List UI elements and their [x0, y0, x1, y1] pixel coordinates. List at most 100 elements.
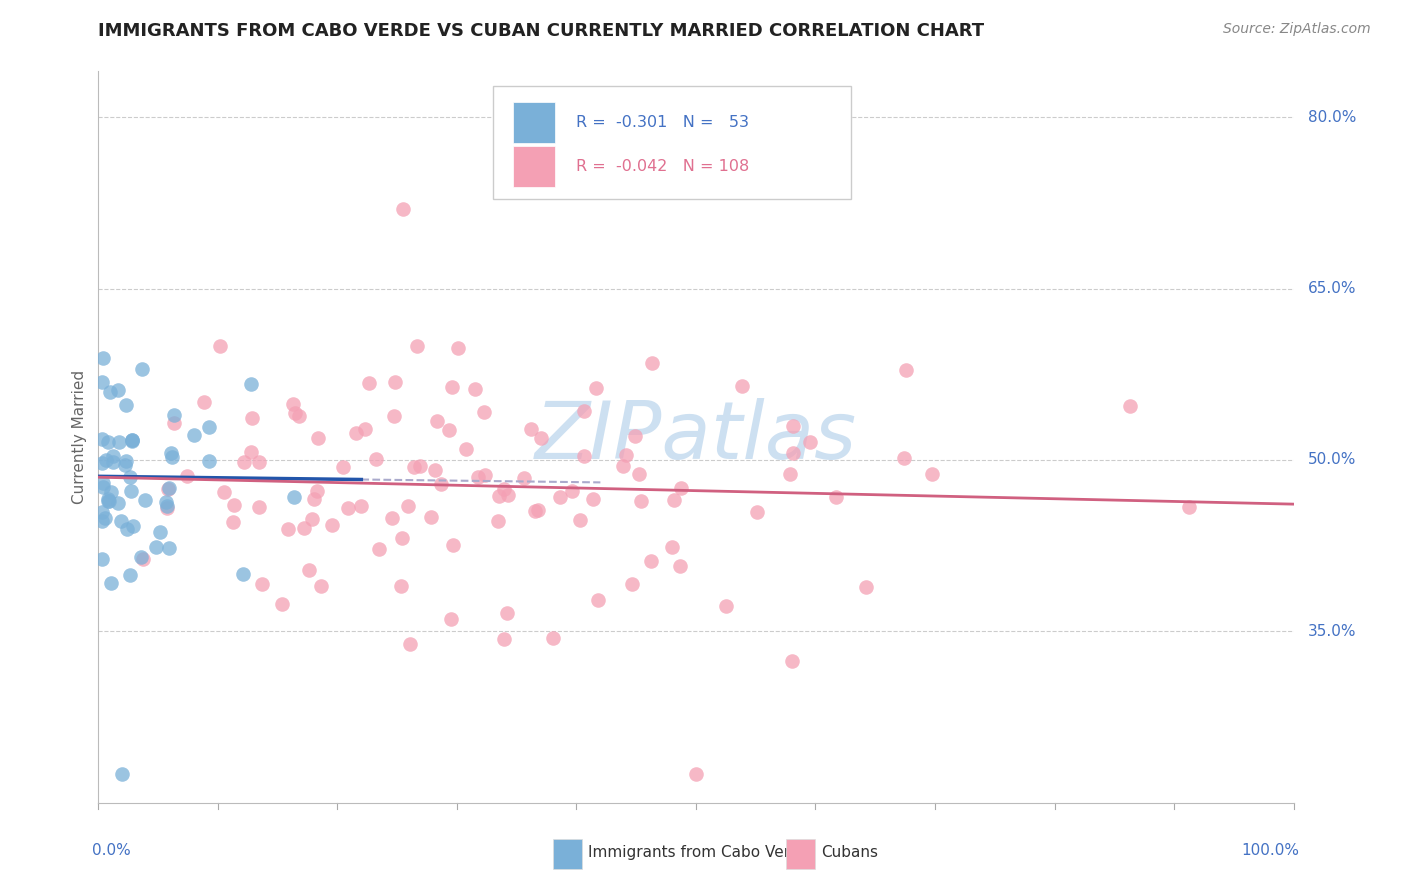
Point — [309, 579, 332, 593]
Point — [382, 409, 405, 424]
Point — [494, 482, 516, 496]
Point — [799, 435, 821, 450]
Point — [624, 429, 647, 443]
Point — [193, 395, 215, 409]
Point — [621, 577, 644, 591]
FancyBboxPatch shape — [494, 86, 852, 200]
Point — [685, 767, 707, 781]
Point — [381, 510, 404, 524]
Point — [893, 450, 915, 465]
Point — [292, 521, 315, 535]
Point — [440, 612, 463, 626]
Point — [198, 420, 221, 434]
Point — [307, 431, 329, 445]
Point — [664, 493, 686, 508]
Point — [129, 549, 152, 564]
Point — [120, 484, 142, 499]
Point — [198, 453, 221, 467]
Point — [156, 499, 179, 513]
Y-axis label: Currently Married: Currently Married — [72, 370, 87, 504]
Point — [103, 455, 125, 469]
Point — [855, 580, 877, 594]
Point — [121, 433, 143, 447]
Point — [336, 500, 359, 515]
Bar — [553, 839, 582, 869]
Point — [298, 563, 321, 577]
Point — [91, 505, 114, 519]
Point — [156, 482, 179, 496]
Point — [581, 492, 603, 507]
Point — [157, 541, 180, 555]
Point — [157, 482, 180, 496]
Point — [731, 379, 754, 393]
Point — [288, 409, 311, 423]
Point — [669, 559, 692, 574]
Point — [396, 499, 419, 513]
Point — [107, 496, 129, 510]
Text: IMMIGRANTS FROM CABO VERDE VS CUBAN CURRENTLY MARRIED CORRELATION CHART: IMMIGRANTS FROM CABO VERDE VS CUBAN CURR… — [98, 22, 984, 40]
Point — [384, 375, 406, 389]
Point — [301, 512, 323, 526]
Point — [212, 485, 235, 500]
Point — [160, 446, 183, 460]
Point — [332, 460, 354, 475]
Point — [1118, 399, 1140, 413]
Point — [91, 514, 114, 528]
Text: 100.0%: 100.0% — [1241, 843, 1299, 858]
Point — [100, 575, 122, 590]
Point — [640, 554, 662, 568]
Point — [97, 494, 120, 508]
Point — [825, 490, 848, 504]
Point — [94, 511, 117, 525]
Point — [277, 522, 299, 536]
Point — [149, 524, 172, 539]
Point — [240, 377, 263, 392]
Point — [747, 505, 769, 519]
Point — [232, 567, 254, 582]
Point — [425, 463, 447, 477]
Bar — [513, 103, 555, 143]
Point — [359, 376, 381, 390]
Point — [145, 540, 167, 554]
Point — [398, 637, 420, 651]
Point — [305, 484, 328, 499]
Point — [430, 477, 453, 491]
Point — [209, 338, 232, 352]
Point — [561, 483, 583, 498]
Point — [441, 538, 464, 552]
Point — [224, 498, 246, 512]
Point — [541, 631, 564, 645]
Point — [122, 518, 145, 533]
Point — [486, 514, 509, 528]
Bar — [786, 839, 815, 869]
Point — [404, 460, 426, 475]
Point — [91, 476, 114, 491]
Point — [495, 606, 517, 620]
Point — [250, 577, 273, 591]
Point — [440, 380, 463, 394]
Point — [247, 455, 270, 469]
Point — [527, 503, 550, 517]
Point — [364, 452, 387, 467]
Point — [115, 522, 138, 536]
Point — [894, 363, 917, 377]
Point — [91, 551, 114, 566]
Point — [134, 493, 156, 508]
Point — [156, 500, 179, 515]
Point — [391, 531, 413, 545]
Point — [101, 450, 124, 464]
Text: 80.0%: 80.0% — [1308, 110, 1357, 125]
Point — [474, 404, 496, 418]
Point — [612, 458, 634, 473]
Point — [614, 448, 637, 462]
Point — [661, 540, 683, 554]
Text: 0.0%: 0.0% — [93, 843, 131, 858]
Point — [91, 351, 114, 366]
Point — [94, 453, 117, 467]
Point — [247, 500, 270, 514]
Text: Cubans: Cubans — [821, 845, 879, 860]
Point — [426, 414, 449, 428]
Point — [111, 767, 134, 781]
Point — [779, 467, 801, 481]
Point — [118, 470, 141, 484]
